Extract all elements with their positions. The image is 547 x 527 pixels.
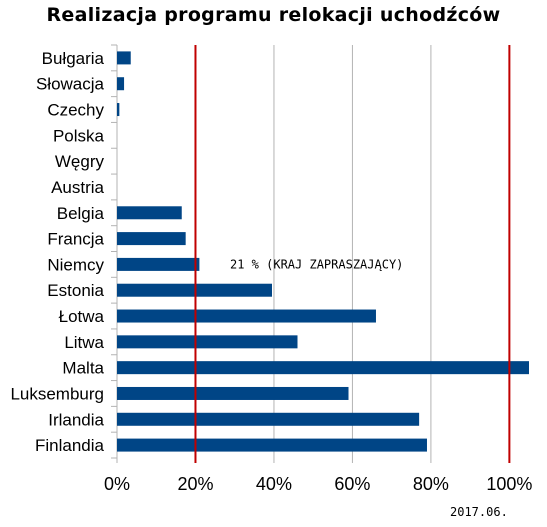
category-labels: Bułgaria Słowacja Czechy Polska Węgry Austria…	[10, 49, 104, 455]
category-label: Niemcy	[47, 255, 104, 274]
bar	[117, 335, 298, 349]
category-label: Polska	[53, 126, 105, 145]
bars	[117, 51, 529, 452]
category-label: Malta	[62, 359, 104, 378]
reference-lines	[194, 45, 511, 463]
category-label: Belgia	[57, 204, 105, 223]
x-tick-label: 80%	[413, 474, 449, 494]
category-label: Bułgaria	[42, 49, 105, 68]
bar	[117, 77, 125, 91]
bar	[117, 386, 349, 400]
category-label: Finlandia	[35, 436, 105, 455]
bar	[117, 361, 529, 375]
annotation-label: 21 % (KRAJ ZAPRASZAJĄCY)	[230, 257, 403, 271]
x-tick-labels: 0% 20% 40% 60% 80% 100%	[104, 474, 532, 494]
gridlines	[111, 44, 510, 463]
category-label: Francja	[47, 230, 104, 249]
bar	[117, 206, 182, 220]
footer-date: 2017.06.	[450, 505, 508, 519]
x-tick-label: 100%	[486, 474, 532, 494]
x-tick-label: 0%	[104, 474, 130, 494]
bar	[117, 103, 120, 117]
x-tick-label: 20%	[177, 474, 213, 494]
category-label: Estonia	[47, 281, 104, 300]
bar	[117, 438, 427, 452]
category-label: Litwa	[64, 333, 104, 352]
bar	[117, 412, 420, 426]
bar	[117, 257, 200, 271]
category-label: Czechy	[47, 101, 104, 120]
category-label: Luksemburg	[10, 384, 104, 403]
chart-title: Realizacja programu relokacji uchodźców	[46, 4, 501, 26]
category-label: Węgry	[55, 152, 105, 171]
bar	[117, 51, 131, 65]
x-tick-label: 40%	[256, 474, 292, 494]
category-label: Łotwa	[59, 307, 105, 326]
category-label: Austria	[51, 178, 104, 197]
category-label: Słowacja	[36, 75, 105, 94]
bar	[117, 309, 376, 323]
x-tick-label: 60%	[334, 474, 370, 494]
category-label: Irlandia	[48, 410, 104, 429]
bar	[117, 232, 186, 246]
